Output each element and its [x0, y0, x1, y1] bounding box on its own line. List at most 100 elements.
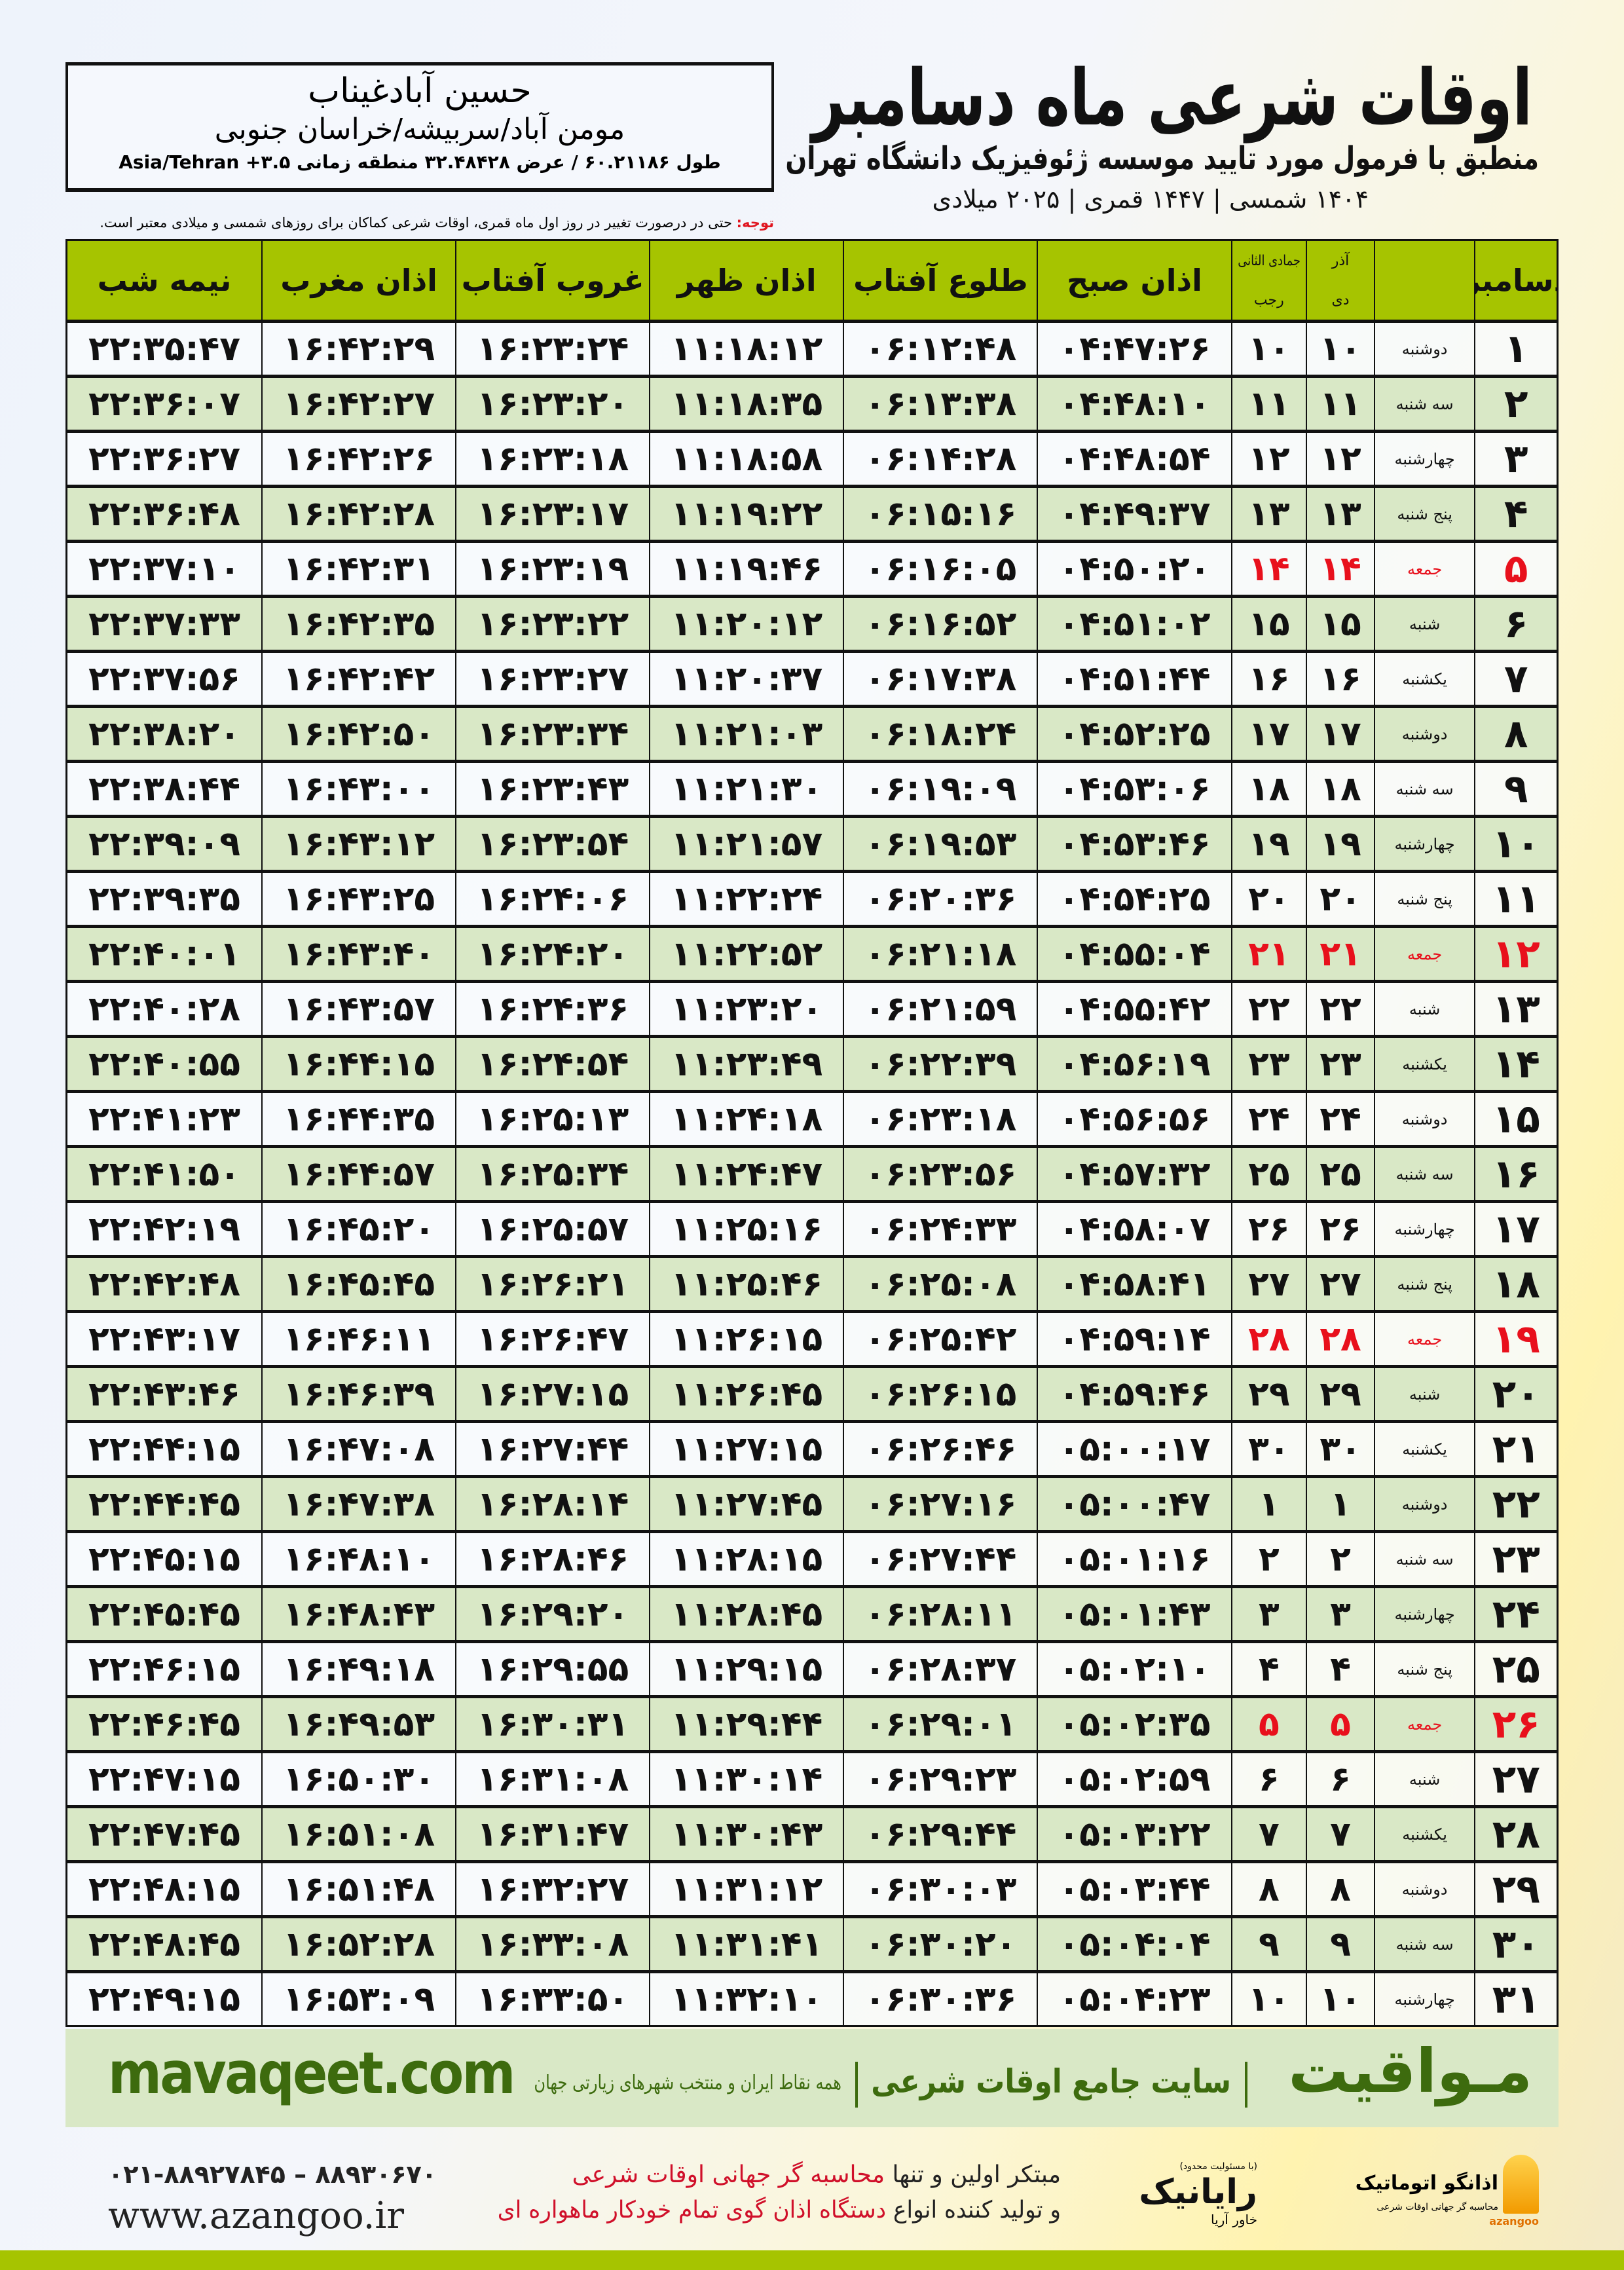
header-qamari-bottom: رجب: [1253, 291, 1284, 308]
cell-ghorub: ۱۶:۲۳:۴۳: [455, 763, 649, 815]
cell-qamari: ۱۰: [1230, 1973, 1306, 2025]
cell-day: ۱۲: [1474, 928, 1557, 980]
cell-maghrib: ۱۶:۴۸:۴۳: [261, 1588, 455, 1640]
cell-ghorub: ۱۶:۲۷:۱۵: [455, 1368, 649, 1420]
header-tolu: طلوع آفتاب: [843, 241, 1037, 320]
cell-qamari: ۲۷: [1230, 1258, 1306, 1310]
azangoo-name: اذانگو اتوماتیک: [1355, 2172, 1498, 2195]
cell-day: ۲۳: [1474, 1533, 1557, 1585]
cell-nimeh: ۲۲:۴۸:۱۵: [88, 1869, 241, 1909]
cell-weekday: شنبه: [1373, 983, 1475, 1035]
phone-numbers: ۰۲۱-۸۸۹۲۷۸۴۵ – ۸۸۹۳۰۶۷۰: [108, 2160, 437, 2189]
cell-sobh: ۰۴:۵۱:۴۴: [1037, 653, 1230, 705]
rayanik-note: (با مسئولیت محدود): [1179, 2161, 1257, 2172]
rayanik-logo: (با مسئولیت محدود) رایانیک خاور آریا: [1113, 2161, 1257, 2227]
azangoo-url[interactable]: www.azangoo.ir: [108, 2195, 405, 2237]
cell-shamsi: ۱۵: [1306, 598, 1374, 650]
cell-tolu: ۰۶:۱۹:۵۳: [843, 818, 1037, 870]
cell-day: ۹: [1474, 763, 1557, 815]
cell-sobh: ۰۵:۰۰:۱۷: [1037, 1423, 1230, 1475]
cell-day: ۵: [1474, 543, 1557, 595]
cell-shamsi: ۲۴: [1306, 1093, 1374, 1145]
table-row: ۳۰ سه شنبه ۹ ۹ ۰۵:۰۴:۰۴ ۰۶:۳۰:۲۰ ۱۱:۳۱:۴۱ ۱۶:۳۳…: [67, 1915, 1557, 1970]
table-row: ۲۳ سه شنبه ۲ ۲ ۰۵:۰۱:۱۶ ۰۶:۲۷:۴۴ ۱۱:۲۸:۱۵ ۱۶:۲۸…: [67, 1530, 1557, 1585]
azangoo-sub: محاسبه گر جهانی اوقات شرعی: [1376, 2202, 1498, 2212]
cell-sobh: ۰۴:۴۹:۳۷: [1037, 488, 1230, 540]
cell-maghrib: ۱۶:۴۴:۳۵: [261, 1093, 455, 1145]
cell-qamari: ۲: [1230, 1533, 1306, 1585]
cell-ghorub: ۱۶:۲۵:۱۳: [455, 1093, 649, 1145]
cell-zohr: ۱۱:۳۰:۴۳: [649, 1808, 843, 1860]
cell-maghrib: ۱۶:۵۲:۲۸: [261, 1918, 455, 1970]
cell-tolu: ۰۶:۲۳:۱۸: [843, 1093, 1037, 1145]
cell-qamari: ۳: [1230, 1588, 1306, 1640]
table-row: ۲۲ دوشنبه ۱ ۱ ۰۵:۰۰:۴۷ ۰۶:۲۷:۱۶ ۱۱:۲۷:۴۵ ۱۶:۲۸:…: [67, 1475, 1557, 1530]
cell-ghorub: ۱۶:۳۲:۲۷: [455, 1863, 649, 1915]
promo2-b: دستگاه اذان گوی تمام خودکار ماهواره ای: [497, 2197, 887, 2223]
minaret-icon: [1503, 2155, 1539, 2214]
cell-ghorub: ۱۶:۲۳:۲۴: [455, 323, 649, 375]
cell-weekday: چهارشنبه: [1373, 818, 1475, 870]
header-zohr: اذان ظهر: [649, 241, 843, 320]
note: توجه: حتی در درصورت تغییر در روز اول ماه…: [65, 215, 774, 231]
cell-weekday: چهارشنبه: [1373, 1203, 1475, 1255]
cell-zohr: ۱۱:۱۹:۲۲: [649, 488, 843, 540]
cell-ghorub: ۱۶:۲۳:۲۲: [455, 598, 649, 650]
cell-zohr: ۱۱:۲۷:۱۵: [649, 1423, 843, 1475]
cell-ghorub: ۱۶:۲۹:۲۰: [455, 1588, 649, 1640]
cell-maghrib: ۱۶:۴۲:۳۵: [261, 598, 455, 650]
cell-maghrib: ۱۶:۴۹:۵۳: [261, 1698, 455, 1750]
cell-sobh: ۰۴:۵۶:۵۶: [1037, 1093, 1230, 1145]
cell-nimeh: ۲۲:۴۳:۴۶: [88, 1374, 241, 1414]
promo-line-2: و تولید کننده انواع دستگاه اذان گوی تمام…: [498, 2195, 1061, 2225]
cell-day: ۳۰: [1474, 1918, 1557, 1970]
cell-qamari: ۱۹: [1230, 818, 1306, 870]
cell-ghorub: ۱۶:۳۱:۰۸: [455, 1753, 649, 1805]
site-link[interactable]: mavaqeet.com: [108, 2039, 515, 2107]
cell-zohr: ۱۱:۳۱:۴۱: [649, 1918, 843, 1970]
azangoo-logo: azangoo اذانگو اتوماتیک محاسبه گر جهانی …: [1356, 2155, 1539, 2227]
cell-maghrib: ۱۶:۴۷:۰۸: [261, 1423, 455, 1475]
cell-zohr: ۱۱:۲۶:۱۵: [649, 1313, 843, 1365]
page-subtitle: منطبق با فرمول مورد تایید موسسه ژئوفیزیک…: [785, 140, 1539, 177]
cell-day: ۷: [1474, 653, 1557, 705]
cell-zohr: ۱۱:۲۵:۴۶: [649, 1258, 843, 1310]
cell-tolu: ۰۶:۲۲:۳۹: [843, 1038, 1037, 1090]
cell-ghorub: ۱۶:۲۳:۲۰: [455, 378, 649, 430]
table-row: ۵ جمعه ۱۴ ۱۴ ۰۴:۵۰:۲۰ ۰۶:۱۶:۰۵ ۱۱:۱۹:۴۶ ۱۶:۲۳:۱…: [67, 540, 1557, 595]
cell-sobh: ۰۴:۴۸:۱۰: [1037, 378, 1230, 430]
cell-qamari: ۱۵: [1230, 598, 1306, 650]
cell-nimeh: ۲۲:۴۷:۴۵: [88, 1814, 241, 1854]
cell-qamari: ۳۰: [1230, 1423, 1306, 1475]
cell-shamsi: ۴: [1306, 1643, 1374, 1695]
cell-zohr: ۱۱:۲۷:۴۵: [649, 1478, 843, 1530]
cell-qamari: ۱۲: [1230, 433, 1306, 485]
cell-nimeh: ۲۲:۴۲:۴۸: [88, 1264, 241, 1304]
cell-qamari: ۲۸: [1230, 1313, 1306, 1365]
header-qamari: جمادی الثانی رجب: [1230, 241, 1306, 320]
table-row: ۱۳ شنبه ۲۲ ۲۲ ۰۴:۵۵:۴۲ ۰۶:۲۱:۵۹ ۱۱:۲۳:۲۰ ۱۶:۲۴:…: [67, 980, 1557, 1035]
cell-sobh: ۰۴:۵۵:۴۲: [1037, 983, 1230, 1035]
cell-qamari: ۲۳: [1230, 1038, 1306, 1090]
cell-sobh: ۰۵:۰۱:۱۶: [1037, 1533, 1230, 1585]
cell-tolu: ۰۶:۲۸:۱۱: [843, 1588, 1037, 1640]
cell-tolu: ۰۶:۱۴:۲۸: [843, 433, 1037, 485]
azangoo-en: azangoo: [1489, 2215, 1539, 2227]
cell-weekday: دوشنبه: [1373, 708, 1475, 760]
cell-shamsi: ۱۲: [1306, 433, 1374, 485]
cell-day: ۲۸: [1474, 1808, 1557, 1860]
cell-nimeh: ۲۲:۳۵:۴۷: [88, 329, 241, 369]
cell-day: ۲: [1474, 378, 1557, 430]
cell-shamsi: ۶: [1306, 1753, 1374, 1805]
table-row: ۱۲ جمعه ۲۱ ۲۱ ۰۴:۵۵:۰۴ ۰۶:۲۱:۱۸ ۱۱:۲۲:۵۲ ۱۶:۲۴:…: [67, 925, 1557, 980]
promo1-a: مبتکر اولین و تنها: [885, 2161, 1061, 2188]
cell-ghorub: ۱۶:۳۰:۳۱: [455, 1698, 649, 1750]
cell-tolu: ۰۶:۲۶:۴۶: [843, 1423, 1037, 1475]
table-row: ۱۹ جمعه ۲۸ ۲۸ ۰۴:۵۹:۱۴ ۰۶:۲۵:۴۲ ۱۱:۲۶:۱۵ ۱۶:۲۶:…: [67, 1310, 1557, 1365]
cell-tolu: ۰۶:۲۱:۵۹: [843, 983, 1037, 1035]
cell-tolu: ۰۶:۳۰:۲۰: [843, 1918, 1037, 1970]
cell-tolu: ۰۶:۲۹:۴۴: [843, 1808, 1037, 1860]
cell-zohr: ۱۱:۱۸:۵۸: [649, 433, 843, 485]
table-body: ۱ دوشنبه ۱۰ ۱۰ ۰۴:۴۷:۲۶ ۰۶:۱۲:۴۸ ۱۱:۱۸:۱۲ ۱۶:۲۳…: [67, 320, 1557, 2025]
table-row: ۲۰ شنبه ۲۹ ۲۹ ۰۴:۵۹:۴۶ ۰۶:۲۶:۱۵ ۱۱:۲۶:۴۵ ۱۶:۲۷:…: [67, 1365, 1557, 1420]
